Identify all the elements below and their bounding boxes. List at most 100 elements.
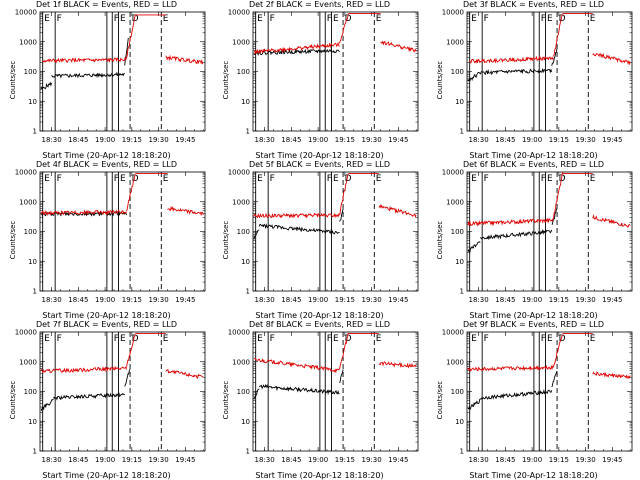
y-axis-label: Counts/sec: [222, 220, 230, 260]
event-marker-label: E: [257, 14, 263, 24]
event-marker-label: F: [57, 334, 62, 344]
y-tick-label: 100: [237, 388, 250, 396]
lld-series-line: [592, 371, 631, 379]
y-tick-label: 1000: [19, 358, 37, 366]
x-tick-label: 19:30: [149, 456, 169, 464]
x-axis-label: Start Time (20-Apr-12 18:18:20): [469, 471, 598, 480]
events-series-line: [53, 392, 125, 401]
y-tick-label: 1: [246, 448, 250, 456]
event-marker-label: F: [541, 334, 546, 344]
event-marker-label: E: [163, 174, 169, 184]
events-series-line: [339, 208, 344, 222]
events-series-line: [551, 370, 558, 388]
events-series-line: [467, 241, 481, 253]
y-axis-label: Counts/sec: [9, 380, 17, 420]
y-tick-label: 10000: [15, 169, 37, 177]
event-marker-label: E: [333, 334, 339, 344]
event-marker-label: D: [132, 174, 139, 184]
plot-area: 1 10 100 1000 10000 18:30 18:45 19:00 19:15 19:30…: [442, 329, 633, 464]
event-marker-label: E: [120, 14, 126, 24]
event-marker-label: F: [270, 174, 275, 184]
y-tick-label: 1: [246, 128, 250, 136]
y-tick-label: 1: [33, 448, 37, 456]
x-tick-label: 19:30: [576, 456, 596, 464]
events-series-line: [467, 71, 481, 82]
event-marker-label: F: [484, 334, 489, 344]
x-tick-label: 19:45: [602, 456, 622, 464]
event-marker-label: D: [345, 174, 352, 184]
x-axis-label: Start Time (20-Apr-12 18:18:20): [469, 311, 598, 320]
y-tick-label: 1000: [446, 198, 464, 206]
x-tick-label: 19:15: [122, 136, 142, 144]
events-series-line: [124, 369, 131, 387]
events-series-line: [40, 398, 54, 412]
x-tick-label: 19:15: [335, 456, 355, 464]
event-marker-label: E: [471, 14, 477, 24]
x-tick-label: 18:30: [255, 136, 275, 144]
y-tick-label: 10000: [15, 9, 37, 17]
x-tick-label: 19:30: [149, 296, 169, 304]
events-series-line: [480, 388, 553, 400]
event-marker-label: E: [44, 14, 50, 24]
y-tick-label: 100: [24, 68, 37, 76]
y-tick-label: 10000: [15, 329, 37, 337]
events-series-line: [253, 229, 260, 240]
lld-series-line: [467, 217, 554, 227]
event-marker-label: E: [257, 174, 263, 184]
x-tick-label: 19:30: [576, 296, 596, 304]
plot-area: 1 10 100 1000 10000 18:30 18:45 19:00 19:15 19:30…: [228, 329, 419, 464]
lld-series-line: [553, 334, 563, 367]
plot-frame: [39, 11, 206, 132]
x-axis-label: Start Time (20-Apr-12 18:18:20): [42, 311, 171, 320]
event-marker-label: E: [590, 14, 596, 24]
y-axis-label: Counts/sec: [9, 220, 17, 260]
events-series-line: [253, 48, 340, 57]
y-tick-label: 1000: [232, 358, 250, 366]
x-tick-label: 19:15: [122, 456, 142, 464]
events-series-line: [51, 71, 125, 79]
event-marker-label: E: [163, 334, 169, 344]
event-marker-label: F: [484, 174, 489, 184]
event-marker-label: D: [345, 14, 352, 24]
lld-series-line: [553, 13, 563, 57]
events-series-line: [258, 383, 340, 396]
x-tick-label: 18:45: [281, 296, 301, 304]
lld-series-line: [467, 364, 554, 372]
plot-area: 1 10 100 1000 10000 18:30 18:45 19:00 19:15 19:30…: [15, 169, 206, 304]
lld-series-line: [592, 214, 631, 228]
x-tick-label: 18:30: [42, 456, 62, 464]
plot-frame: [252, 11, 419, 132]
plot-area: 1 10 100 1000 10000 18:30 18:45 19:00 19:15 19:30…: [228, 9, 419, 144]
y-axis-label: Counts/sec: [9, 60, 17, 100]
x-tick-label: 18:30: [42, 136, 62, 144]
panel-title: Det 3f BLACK = Events, RED = LLD: [462, 0, 605, 9]
event-marker-label: E: [471, 174, 477, 184]
events-series-line: [124, 37, 129, 66]
x-tick-label: 19:45: [388, 296, 408, 304]
y-tick-label: 100: [24, 388, 37, 396]
x-tick-label: 19:30: [362, 136, 382, 144]
event-marker-label: E: [333, 14, 339, 24]
events-series-line: [551, 47, 558, 66]
plot-frame: [466, 11, 633, 132]
event-marker-label: E: [376, 14, 382, 24]
x-tick-label: 18:30: [42, 296, 62, 304]
y-tick-label: 10000: [228, 329, 250, 337]
panel-title: Det 9f BLACK = Events, RED = LLD: [462, 320, 605, 329]
y-tick-label: 10: [455, 98, 464, 106]
panel-title: Det 5f BLACK = Events, RED = LLD: [248, 160, 391, 169]
lld-series-line: [380, 40, 417, 53]
event-marker-label: E: [120, 334, 126, 344]
y-tick-label: 10000: [228, 9, 250, 17]
lld-series-line: [378, 203, 417, 218]
lld-series-line: [126, 334, 136, 368]
events-series-line: [551, 207, 558, 225]
y-axis-label: Counts/sec: [436, 60, 444, 100]
y-tick-label: 100: [24, 228, 37, 236]
events-series-line: [467, 398, 481, 411]
event-marker-label: D: [559, 174, 566, 184]
event-marker-label: F: [270, 14, 275, 24]
y-tick-label: 1: [33, 128, 37, 136]
lld-series-line: [126, 174, 136, 212]
